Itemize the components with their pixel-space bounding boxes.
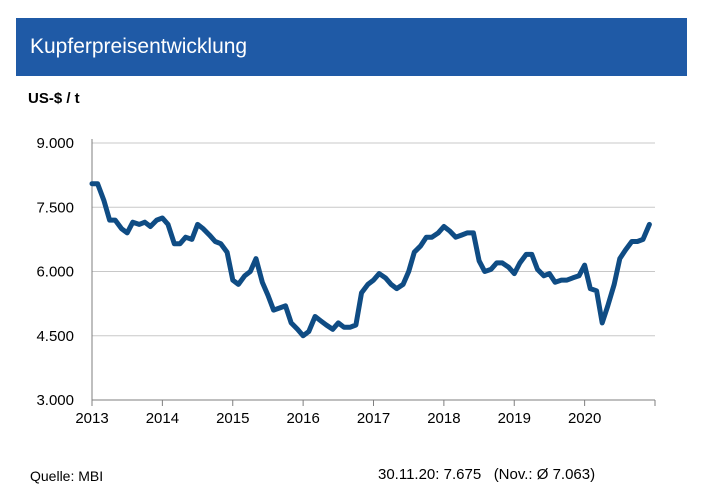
x-tick-label: 2013: [75, 410, 108, 427]
y-tick-label: 9.000: [36, 135, 74, 152]
x-tick-label: 2019: [498, 410, 531, 427]
x-tick-label: 2015: [216, 410, 249, 427]
x-tick-label: 2014: [146, 410, 179, 427]
chart-title: Kupferpreisentwicklung: [30, 35, 248, 58]
series-layer: [89, 181, 652, 339]
price-value: 7.675: [443, 466, 482, 483]
x-tick-label: 2018: [427, 410, 460, 427]
x-tick-label: 2017: [357, 410, 390, 427]
gridlines: [92, 142, 655, 337]
copper-price-line: [89, 181, 652, 339]
price-date: 30.11.20:: [378, 466, 440, 483]
axes: [91, 139, 656, 406]
monthly-average: (Nov.: Ø 7.063): [493, 466, 596, 483]
price-summary: 30.11.20: 7.675 (Nov.: Ø 7.063): [378, 466, 595, 483]
y-tick-label: 6.000: [36, 264, 74, 281]
x-tick-label: 2020: [568, 410, 601, 427]
y-tick-label: 3.000: [36, 392, 74, 409]
y-tick-label: 4.500: [36, 328, 74, 345]
source-note: Quelle: MBI: [30, 468, 104, 484]
y-tick-label: 7.500: [36, 199, 74, 216]
x-tick-label: 2016: [286, 410, 319, 427]
tick-labels: 3.000 4.500 6.000 7.500 9.000 2013 2014 2015 201…: [36, 135, 601, 427]
y-axis-unit-label: US-$ / t: [28, 90, 80, 107]
title-banner: Kupferpreisentwicklung: [16, 18, 687, 76]
